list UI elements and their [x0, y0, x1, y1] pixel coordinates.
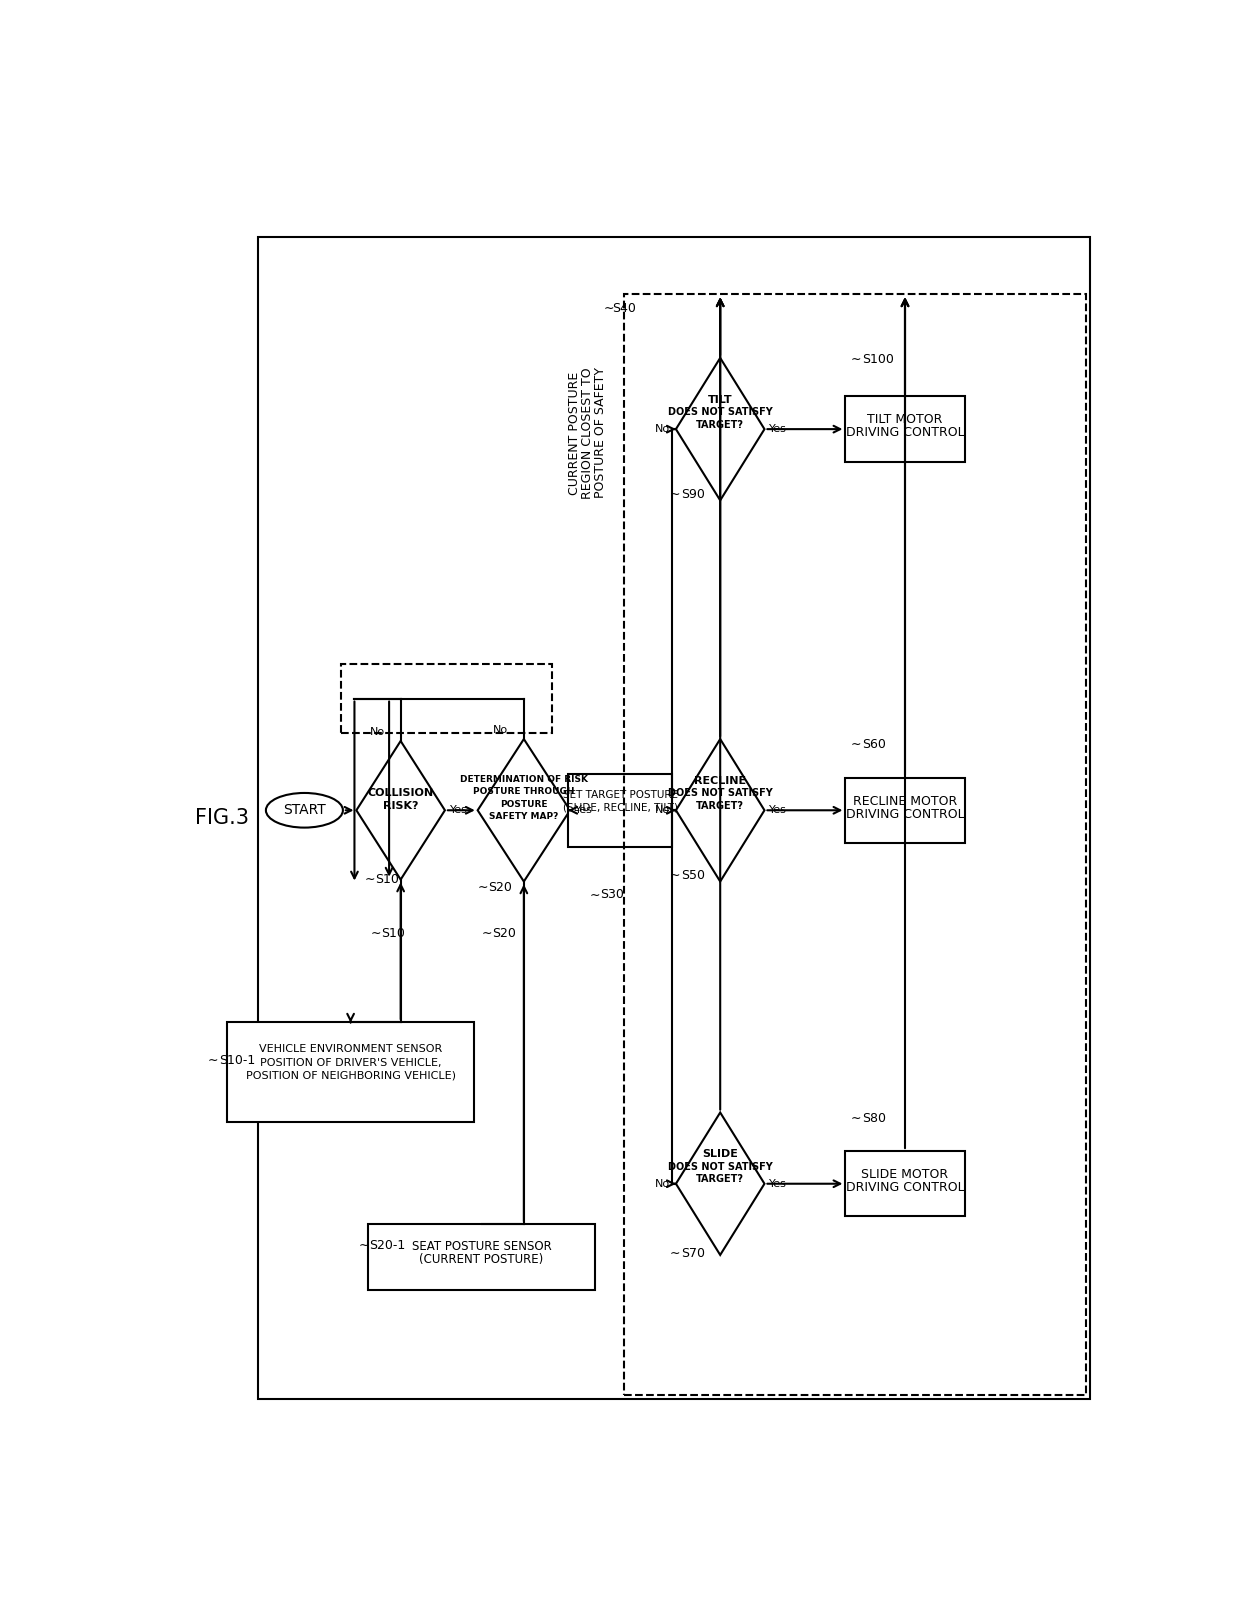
Text: S20: S20	[489, 881, 512, 894]
Text: ∼: ∼	[604, 301, 615, 314]
Text: ∼: ∼	[589, 889, 600, 902]
Text: ∼: ∼	[851, 353, 862, 366]
Text: POSTURE OF SAFETY: POSTURE OF SAFETY	[594, 368, 608, 499]
Text: ∼: ∼	[481, 928, 492, 941]
Text: COLLISION: COLLISION	[367, 788, 434, 798]
Text: S80: S80	[862, 1112, 885, 1125]
Text: SLIDE MOTOR: SLIDE MOTOR	[862, 1167, 949, 1180]
Text: ∼: ∼	[670, 1247, 681, 1260]
Polygon shape	[676, 738, 765, 881]
Text: No: No	[655, 805, 670, 816]
Text: S30: S30	[600, 889, 624, 902]
Text: S10: S10	[376, 873, 399, 886]
Text: ∼: ∼	[670, 869, 681, 882]
Polygon shape	[676, 1112, 765, 1255]
Text: (SLIDE, RECLINE, TILT): (SLIDE, RECLINE, TILT)	[563, 801, 677, 813]
FancyBboxPatch shape	[227, 1022, 474, 1122]
Text: No: No	[494, 725, 508, 735]
Text: TARGET?: TARGET?	[696, 1174, 744, 1183]
Text: SEAT POSTURE SENSOR: SEAT POSTURE SENSOR	[412, 1240, 552, 1253]
Text: No: No	[370, 727, 386, 737]
Text: S20-1: S20-1	[370, 1239, 405, 1251]
Text: S70: S70	[681, 1247, 704, 1260]
Text: DETERMINATION OF RISK: DETERMINATION OF RISK	[460, 776, 588, 784]
Text: DOES NOT SATISFY: DOES NOT SATISFY	[668, 408, 773, 418]
Polygon shape	[477, 738, 570, 881]
FancyBboxPatch shape	[846, 777, 965, 843]
Text: SLIDE: SLIDE	[702, 1149, 738, 1159]
Text: ∼: ∼	[851, 738, 862, 751]
Text: DOES NOT SATISFY: DOES NOT SATISFY	[668, 788, 773, 798]
Text: TILT: TILT	[708, 395, 733, 405]
Text: S10-1: S10-1	[219, 1054, 255, 1067]
Text: CURRENT POSTURE: CURRENT POSTURE	[568, 371, 582, 495]
Text: No: No	[655, 424, 670, 434]
Text: Yes: Yes	[769, 805, 787, 816]
Ellipse shape	[265, 793, 343, 827]
Text: Yes: Yes	[769, 424, 787, 434]
Text: DRIVING CONTROL: DRIVING CONTROL	[846, 426, 965, 439]
Text: DRIVING CONTROL: DRIVING CONTROL	[846, 808, 965, 821]
FancyBboxPatch shape	[568, 774, 672, 847]
Text: SAFETY MAP?: SAFETY MAP?	[489, 813, 558, 821]
Text: DRIVING CONTROL: DRIVING CONTROL	[846, 1182, 965, 1195]
Text: No: No	[655, 1179, 670, 1188]
Text: POSTURE THROUGH: POSTURE THROUGH	[474, 787, 574, 797]
Text: POSTURE: POSTURE	[500, 800, 548, 808]
Text: S60: S60	[862, 738, 885, 751]
Text: VEHICLE ENVIRONMENT SENSOR: VEHICLE ENVIRONMENT SENSOR	[259, 1044, 443, 1054]
Text: SET TARGET POSTURE: SET TARGET POSTURE	[563, 790, 677, 800]
Text: TARGET?: TARGET?	[696, 801, 744, 811]
Text: (CURRENT POSTURE): (CURRENT POSTURE)	[419, 1253, 543, 1266]
Text: POSITION OF DRIVER'S VEHICLE,: POSITION OF DRIVER'S VEHICLE,	[260, 1057, 441, 1069]
Text: RISK?: RISK?	[383, 801, 418, 811]
Text: START: START	[283, 803, 326, 818]
Text: ∼: ∼	[371, 928, 381, 941]
Text: ∼: ∼	[477, 881, 489, 894]
Text: ∼: ∼	[670, 487, 681, 500]
Text: POSITION OF NEIGHBORING VEHICLE): POSITION OF NEIGHBORING VEHICLE)	[246, 1070, 455, 1081]
FancyBboxPatch shape	[846, 1151, 965, 1216]
Text: Yes: Yes	[769, 1179, 787, 1188]
Text: ∼: ∼	[365, 873, 374, 886]
Text: DOES NOT SATISFY: DOES NOT SATISFY	[668, 1162, 773, 1172]
Text: Yes: Yes	[575, 805, 593, 816]
Polygon shape	[356, 742, 445, 879]
Text: S50: S50	[681, 869, 704, 882]
Text: S10: S10	[382, 928, 405, 941]
Text: S20: S20	[492, 928, 516, 941]
Text: RECLINE: RECLINE	[694, 776, 746, 785]
Polygon shape	[676, 358, 765, 500]
FancyBboxPatch shape	[368, 1224, 595, 1290]
Text: ∼: ∼	[358, 1239, 368, 1251]
Text: S100: S100	[862, 353, 894, 366]
Text: TARGET?: TARGET?	[696, 419, 744, 429]
Text: RECLINE MOTOR: RECLINE MOTOR	[853, 795, 957, 808]
Text: FIG.3: FIG.3	[195, 808, 249, 827]
Text: REGION CLOSEST TO: REGION CLOSEST TO	[582, 368, 594, 499]
Text: Yes: Yes	[450, 805, 467, 816]
Text: S90: S90	[681, 487, 704, 500]
Text: S40: S40	[613, 301, 636, 314]
Text: ∼: ∼	[851, 1112, 862, 1125]
FancyBboxPatch shape	[846, 397, 965, 461]
Text: ∼: ∼	[208, 1054, 218, 1067]
Text: TILT MOTOR: TILT MOTOR	[867, 413, 942, 426]
